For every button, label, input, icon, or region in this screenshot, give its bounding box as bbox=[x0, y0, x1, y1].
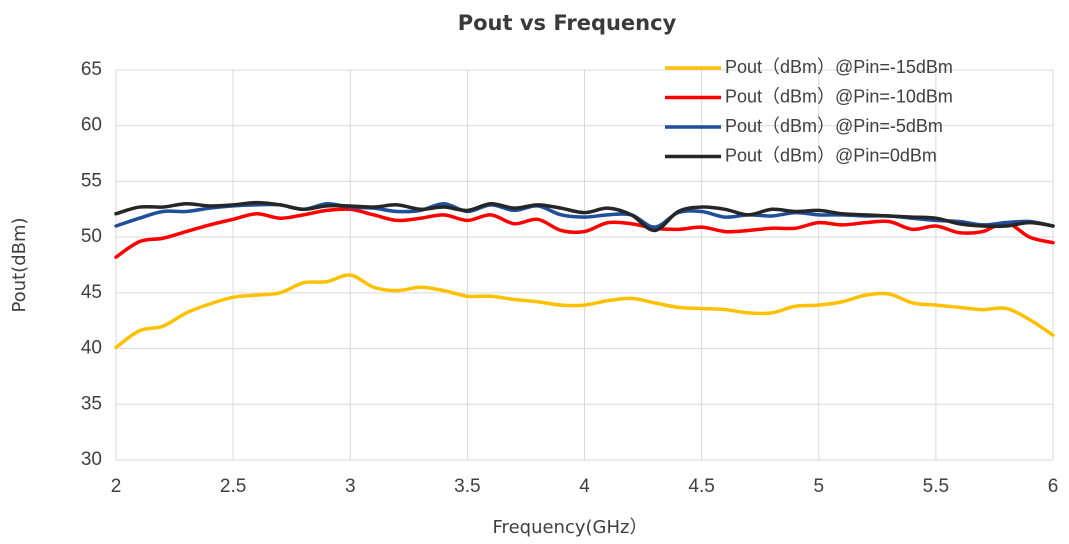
legend-label: Pout（dBm）@Pin=0dBm bbox=[725, 145, 937, 165]
x-axis-label: Frequency(GHz） bbox=[493, 517, 648, 538]
x-tick-label: 6 bbox=[1048, 476, 1059, 497]
legend-label: Pout（dBm）@Pin=-15dBm bbox=[725, 57, 953, 77]
y-axis-label: Pout(dBm) bbox=[9, 217, 30, 312]
y-tick-label: 30 bbox=[81, 449, 102, 470]
legend-label: Pout（dBm）@Pin=-10dBm bbox=[725, 86, 953, 106]
y-tick-label: 55 bbox=[81, 170, 102, 191]
legend-label: Pout（dBm）@Pin=-5dBm bbox=[725, 116, 943, 136]
chart-title: Pout vs Frequency bbox=[458, 11, 677, 35]
y-tick-label: 40 bbox=[81, 338, 102, 359]
x-tick-label: 2.5 bbox=[220, 476, 246, 497]
y-tick-label: 60 bbox=[81, 115, 102, 136]
x-tick-label: 5 bbox=[813, 476, 824, 497]
y-tick-label: 45 bbox=[81, 282, 102, 303]
y-tick-label: 35 bbox=[81, 393, 102, 414]
series-line bbox=[114, 207, 1055, 259]
x-tick-label: 4.5 bbox=[688, 476, 714, 497]
x-tick-label: 5.5 bbox=[923, 476, 949, 497]
x-tick-label: 4 bbox=[579, 476, 590, 497]
series-line bbox=[114, 273, 1055, 350]
grid bbox=[115, 69, 1054, 461]
legend: Pout（dBm）@Pin=-15dBm Pout（dBm）@Pin=-10dBm… bbox=[665, 57, 953, 165]
x-tick-label: 3 bbox=[345, 476, 356, 497]
y-tick-label: 65 bbox=[81, 59, 102, 80]
y-tick-label: 50 bbox=[81, 226, 102, 247]
x-tick-label: 3.5 bbox=[454, 476, 480, 497]
series-line bbox=[114, 200, 1055, 233]
x-tick-label: 2 bbox=[111, 476, 122, 497]
